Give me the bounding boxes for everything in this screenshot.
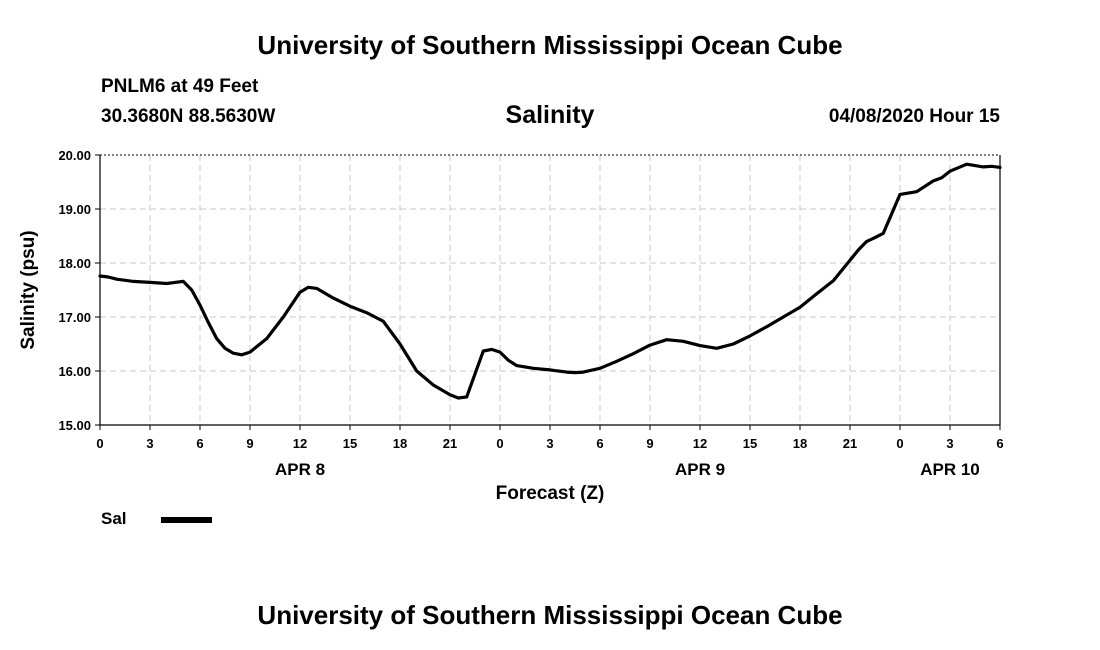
- x-tick-label: 3: [546, 436, 553, 451]
- x-day-label: APR 8: [275, 460, 325, 479]
- x-tick-label: 9: [646, 436, 653, 451]
- y-tick-label: 17.00: [58, 310, 91, 325]
- legend-label: Sal: [101, 509, 127, 528]
- x-tick-label: 21: [843, 436, 857, 451]
- station-label: PNLM6 at 49 Feet: [101, 76, 259, 97]
- y-tick-label: 19.00: [58, 202, 91, 217]
- page-title: University of Southern Mississippi Ocean…: [257, 30, 843, 60]
- x-day-label: APR 9: [675, 460, 725, 479]
- x-tick-label: 15: [743, 436, 757, 451]
- x-tick-label: 6: [996, 436, 1003, 451]
- chart-title: Salinity: [505, 101, 595, 129]
- x-tick-label: 0: [896, 436, 903, 451]
- x-tick-label: 6: [196, 436, 203, 451]
- x-tick-label: 18: [393, 436, 407, 451]
- y-tick-label: 16.00: [58, 364, 91, 379]
- x-tick-label: 21: [443, 436, 457, 451]
- x-tick-label: 0: [496, 436, 503, 451]
- forecast-datetime: 04/08/2020 Hour 15: [828, 106, 1000, 127]
- y-tick-label: 20.00: [58, 148, 91, 163]
- x-tick-label: 12: [293, 436, 307, 451]
- footer-title: University of Southern Mississippi Ocean…: [257, 600, 843, 630]
- x-tick-label: 9: [246, 436, 253, 451]
- x-tick-label: 18: [793, 436, 807, 451]
- x-tick-label: 6: [596, 436, 603, 451]
- x-day-label: APR 10: [920, 460, 980, 479]
- x-tick-label: 15: [343, 436, 357, 451]
- series-line-sal: [98, 162, 1002, 400]
- x-tick-label: 12: [693, 436, 707, 451]
- x-tick-label: 3: [146, 436, 153, 451]
- x-tick-label: 3: [946, 436, 953, 451]
- station-coordinates: 30.3680N 88.5630W: [101, 106, 276, 127]
- x-tick-label: 0: [96, 436, 103, 451]
- x-axis-label: Forecast (Z): [495, 483, 605, 504]
- y-tick-label: 18.00: [58, 256, 91, 271]
- y-tick-label: 15.00: [58, 418, 91, 433]
- legend-swatch: [161, 517, 212, 523]
